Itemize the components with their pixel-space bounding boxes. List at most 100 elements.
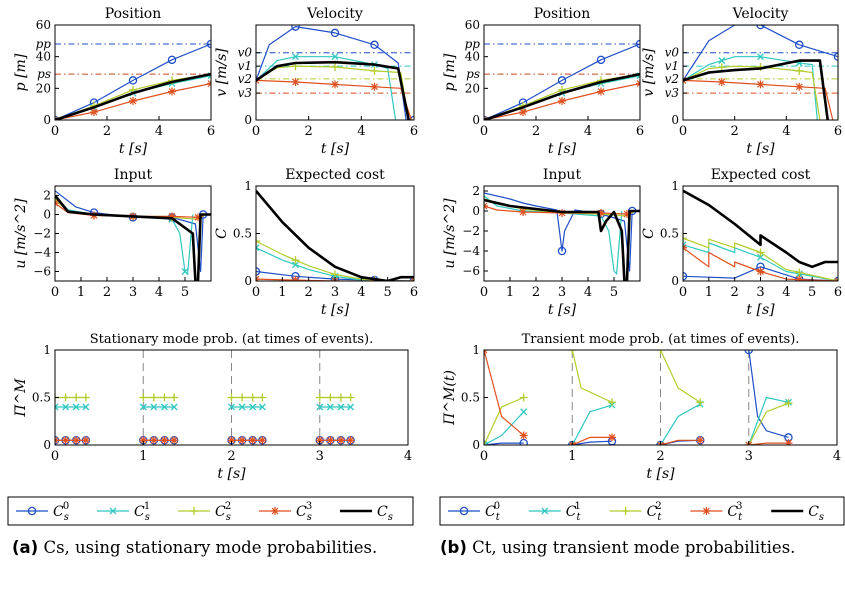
C2-marker [248, 393, 257, 402]
C3-legend-marker [271, 507, 279, 515]
legend-sup: 0 [63, 501, 69, 512]
x-tick-label: 2 [305, 124, 313, 139]
C3-marker [484, 116, 488, 120]
x-tick-label: 1 [506, 285, 514, 300]
C0-marker [330, 28, 340, 38]
legend-entry-label: Ct1 [566, 501, 582, 523]
C2-marker [227, 393, 236, 402]
caption-a-tag: (a) [12, 538, 39, 557]
legend-entry-label: Cs3 [296, 501, 312, 523]
plot-area [683, 25, 838, 120]
y-tick-label: −4 [462, 244, 480, 258]
C1-marker [72, 403, 80, 411]
y-tick-label: v2 [665, 72, 679, 86]
C3-marker [129, 97, 137, 105]
y-axis-label: u [m/s^2] [13, 198, 29, 269]
caption-b: (b) Ct, using transient mode probabiliti… [440, 538, 840, 558]
C0-marker [557, 246, 567, 256]
C2-marker [238, 393, 247, 402]
x-tick-label: 0 [679, 124, 687, 139]
C0-segment [748, 350, 789, 438]
C1-marker [757, 53, 764, 61]
C2-segment [484, 396, 524, 445]
C0-marker [833, 52, 838, 61]
x-tick-label: 6 [410, 285, 418, 300]
C1-marker [62, 403, 70, 411]
legend-entry-label: Cs1 [134, 501, 150, 523]
C3-marker [784, 439, 793, 445]
C2-marker [607, 398, 616, 407]
x-tick-label: 2 [532, 285, 540, 300]
legend-base: C [485, 504, 496, 520]
C3-marker [370, 82, 379, 91]
C1-marker [292, 261, 299, 269]
C1-marker [347, 403, 355, 411]
y-tick-label: 0 [472, 113, 480, 127]
C0-segment [484, 442, 524, 445]
C3-line [683, 79, 834, 120]
C3-marker [291, 78, 300, 86]
C1-marker [718, 57, 726, 65]
y-tick-label: 1 [472, 343, 480, 357]
caption-a-text: Cs, using stationary mode probabilities. [43, 538, 378, 557]
legend-sup: 2 [225, 501, 231, 512]
C3-marker [61, 436, 70, 445]
C3-marker [756, 80, 765, 89]
y-tick-label: −6 [33, 265, 51, 279]
C3-marker [81, 436, 90, 445]
legend-sub: s [307, 512, 312, 523]
x-tick-label: 5 [610, 285, 618, 300]
chart-panel-7: Expected cost 0 1 2 3 4 5 6 t [s] 0 0.5 1 C [641, 167, 842, 318]
C0-legend-marker [459, 506, 469, 516]
x-axis-label: t [s] [217, 466, 246, 482]
C1-line [484, 195, 623, 275]
x-tick-label: 2 [731, 124, 739, 139]
C1-marker [520, 408, 528, 416]
C2-marker [160, 393, 169, 402]
legend-sup: 3 [306, 501, 312, 512]
x-tick-label: 1 [77, 285, 85, 300]
plot-area [55, 39, 211, 120]
ref-line-label: pp [465, 37, 481, 51]
y-tick-label: 60 [465, 18, 480, 32]
plot-area [55, 393, 355, 445]
Cs-line [55, 72, 211, 120]
x-tick-label: 0 [480, 285, 488, 300]
C2-marker [331, 62, 339, 71]
x-tick-label: 4 [584, 124, 592, 139]
chart-title: Expected cost [285, 167, 385, 183]
x-tick-label: 4 [357, 124, 365, 139]
Cs-line [683, 189, 838, 269]
C1-marker [484, 441, 488, 445]
x-tick-label: 4 [584, 285, 592, 300]
plot-area [484, 350, 793, 445]
y-tick-label: 0 [43, 208, 51, 222]
C1-marker [228, 403, 235, 411]
C1-marker [181, 268, 189, 275]
legend-base: C [53, 504, 64, 520]
x-tick-label: 4 [357, 285, 365, 300]
y-tick-label: 0.5 [660, 227, 679, 241]
chart-title: Velocity [306, 6, 363, 22]
C1-legend-marker [541, 507, 549, 515]
C0-line [55, 43, 211, 120]
C2-marker [656, 350, 665, 354]
C3-marker [696, 436, 705, 445]
C2-marker [336, 393, 345, 402]
x-tick-label: 1 [139, 449, 147, 464]
chart-panel-6: Input 0 1 2 3 4 5 t [s] −6 −4 −2 0 2 u [m/s^2] [442, 167, 641, 318]
chart-panel-4: Input 0 1 2 3 4 5 −6 −4 −2 0 2 u [m/s^2] [13, 167, 212, 300]
y-axis-label: Π̄^M [13, 378, 29, 418]
C0-legend-marker [27, 506, 37, 516]
chart-title: Position [105, 6, 162, 22]
C2-marker [326, 393, 335, 402]
legend-base: C [566, 504, 577, 520]
x-tick-label: 0 [679, 285, 687, 300]
C3-marker [331, 80, 339, 89]
y-tick-label: v1 [238, 59, 252, 73]
C0-segment [660, 439, 701, 445]
legend-sub: t [577, 512, 582, 523]
x-tick-label: 1 [705, 285, 713, 300]
C2-marker [72, 393, 81, 402]
